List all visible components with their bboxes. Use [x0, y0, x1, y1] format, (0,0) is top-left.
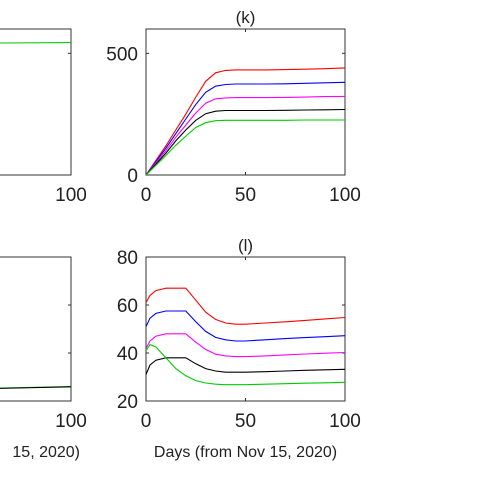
axes-box: [145, 28, 346, 176]
y-tick-label: 0: [127, 166, 138, 187]
series-line-3: [146, 108, 345, 175]
series-line-3: [146, 357, 345, 375]
y-tick-label: 500: [106, 44, 138, 65]
y-tick-label: 80: [117, 248, 138, 269]
series-line-1: [146, 81, 345, 175]
panel-left-top: 100: [0, 28, 87, 206]
y-tick-label: 40: [117, 344, 138, 365]
series-line-1: [0, 386, 71, 389]
series-line-1: [146, 310, 345, 342]
series-line-0: [0, 42, 71, 44]
panel-title: (l): [238, 236, 253, 255]
x-tick-label: 100: [329, 185, 361, 206]
panel-left-bottom: 100 15, 2020): [0, 256, 87, 461]
y-tick-label: 20: [117, 392, 138, 413]
x-tick-label: 100: [55, 411, 87, 432]
series-line-0: [146, 287, 345, 325]
axes-box: [145, 256, 346, 402]
x-axis-label: 15, 2020): [12, 444, 80, 461]
series-line-2: [146, 333, 345, 358]
axes-box: [0, 256, 72, 402]
x-tick-label: 50: [235, 185, 256, 206]
x-tick-label: 0: [141, 411, 152, 432]
panel-k: 0 50 100 0 500 (k): [106, 8, 361, 206]
x-axis-label: Days (from Nov 15, 2020): [154, 444, 337, 461]
x-tick-label: 0: [141, 185, 152, 206]
x-tick-label: 100: [329, 411, 361, 432]
panel-l: 0 50 100 20 40 60 80 (l) Days (from Nov 15, 2020…: [117, 236, 361, 461]
x-tick-label: 50: [235, 411, 256, 432]
series-line-2: [146, 95, 345, 175]
x-tick-label: 100: [55, 185, 87, 206]
series-line-4: [146, 119, 345, 175]
series-line-4: [146, 343, 345, 386]
axes-box: [0, 28, 72, 176]
series-line-0: [146, 67, 345, 175]
panel-title: (k): [236, 8, 256, 27]
y-tick-label: 60: [117, 296, 138, 317]
